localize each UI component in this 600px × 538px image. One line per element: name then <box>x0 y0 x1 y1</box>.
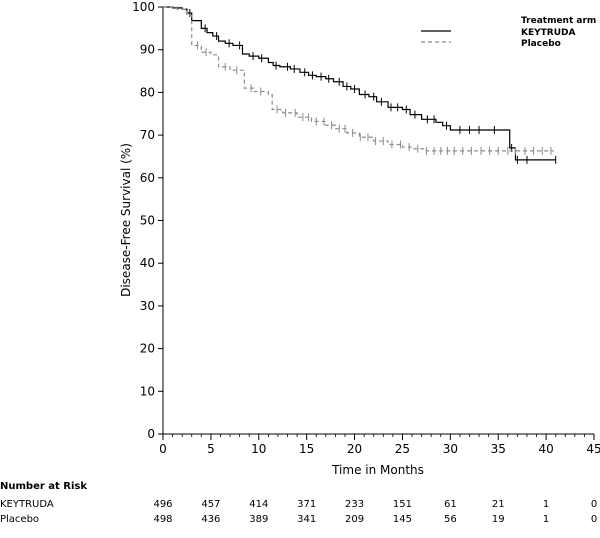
y-tick-label: 60 <box>140 171 155 185</box>
y-tick-label: 100 <box>132 0 155 14</box>
y-tick-label: 10 <box>140 384 155 398</box>
risk-value: 233 <box>345 499 364 510</box>
risk-value: 371 <box>297 499 316 510</box>
y-tick-label: 90 <box>140 43 155 57</box>
x-tick-label: 45 <box>586 442 600 456</box>
risk-value: 436 <box>201 514 220 525</box>
risk-value: 151 <box>393 499 412 510</box>
x-tick-label: 25 <box>395 442 410 456</box>
risk-value: 457 <box>201 499 220 510</box>
y-tick-label: 20 <box>140 342 155 356</box>
x-tick-label: 0 <box>159 442 167 456</box>
risk-value: 414 <box>249 499 268 510</box>
x-axis-label: Time in Months <box>331 463 424 477</box>
y-tick-label: 0 <box>147 427 155 441</box>
legend-keytruda-label: KEYTRUDA <box>521 28 575 38</box>
risk-value: 61 <box>444 499 457 510</box>
x-tick-label: 30 <box>443 442 458 456</box>
x-tick-label: 40 <box>538 442 553 456</box>
risk-value: 1 <box>543 514 549 525</box>
risk-value: 209 <box>345 514 364 525</box>
risk-value: 21 <box>492 499 505 510</box>
series-line-keytruda <box>163 6 556 161</box>
risk-value: 145 <box>393 514 412 525</box>
y-axis-label: Disease-Free Survival (%) <box>119 143 133 297</box>
risk-row-label-keytruda: KEYTRUDA <box>0 499 54 510</box>
x-tick-label: 35 <box>491 442 506 456</box>
x-tick-label: 10 <box>251 442 266 456</box>
legend: Treatment arm KEYTRUDA Placebo <box>421 16 596 49</box>
risk-value: 0 <box>591 514 597 525</box>
legend-placebo-label: Placebo <box>521 39 561 49</box>
risk-value: 56 <box>444 514 457 525</box>
legend-title: Treatment arm <box>521 16 596 26</box>
x-minor-ticks <box>172 434 585 437</box>
y-tick-label: 80 <box>140 85 155 99</box>
x-tick-label: 20 <box>347 442 362 456</box>
x-tick-label: 5 <box>207 442 215 456</box>
risk-value: 1 <box>543 499 549 510</box>
series-layer <box>163 6 557 164</box>
risk-value: 19 <box>492 514 505 525</box>
risk-table: Number at Risk KEYTRUDA Placebo 496 457 41… <box>0 481 597 525</box>
y-tick-label: 30 <box>140 299 155 313</box>
risk-value: 341 <box>297 514 316 525</box>
y-tick-label: 50 <box>140 214 155 228</box>
series-line-placebo <box>163 6 554 152</box>
risk-table-header: Number at Risk <box>0 481 87 492</box>
risk-value: 498 <box>153 514 172 525</box>
y-tick-label: 40 <box>140 256 155 270</box>
y-tick-label: 70 <box>140 128 155 142</box>
x-ticks: 0 5 10 15 20 25 30 35 40 45 <box>159 434 600 456</box>
risk-value: 389 <box>249 514 268 525</box>
risk-value: 496 <box>153 499 172 510</box>
risk-values: 496 457 414 371 233 151 61 21 1 0 498 436 389 341 209 1… <box>153 499 597 525</box>
x-tick-label: 15 <box>299 442 314 456</box>
risk-value: 0 <box>591 499 597 510</box>
risk-row-label-placebo: Placebo <box>0 514 39 525</box>
y-ticks: 0 10 20 30 40 50 60 70 80 90 100 <box>132 0 163 441</box>
